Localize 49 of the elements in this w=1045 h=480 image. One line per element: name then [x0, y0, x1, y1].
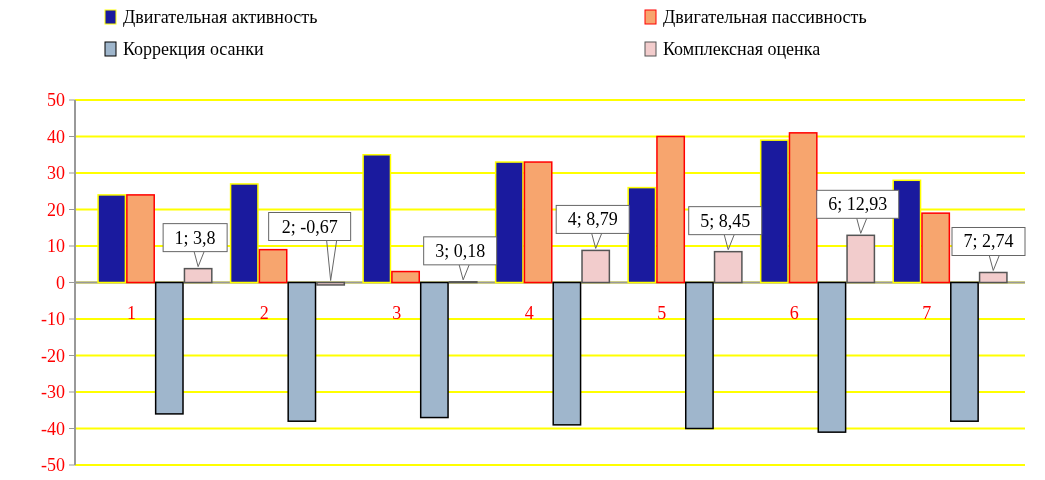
bar [788, 132, 818, 284]
y-tick-label: -20 [41, 345, 65, 366]
data-label: 7; 2,74 [963, 231, 1014, 252]
y-tick-label: -30 [41, 382, 65, 403]
bar [287, 281, 317, 422]
bar [656, 135, 686, 284]
x-tick-label: 4 [524, 302, 534, 323]
x-tick-label: 2 [259, 302, 269, 323]
y-tick-label: -10 [41, 309, 65, 330]
data-label: 2; -0,67 [281, 216, 338, 237]
bar [846, 234, 876, 284]
bar [684, 281, 714, 430]
bar [921, 212, 951, 284]
data-label: 6; 12,93 [828, 194, 888, 215]
bar [258, 248, 288, 284]
bar [316, 281, 346, 286]
bar [978, 271, 1008, 284]
y-tick-label: 30 [47, 163, 65, 184]
bar [183, 267, 213, 284]
y-tick-label: 0 [56, 272, 65, 293]
bar [817, 281, 847, 433]
legend-label: Двигательная активность [123, 7, 318, 27]
bar [581, 249, 611, 284]
bar [523, 161, 553, 284]
y-tick-label: -50 [41, 455, 65, 476]
x-tick-label: 1 [127, 302, 137, 323]
bar [419, 281, 449, 419]
y-tick-label: 40 [47, 126, 65, 147]
x-tick-label: 6 [789, 302, 799, 323]
x-tick-label: 3 [392, 302, 402, 323]
y-tick-label: 50 [47, 90, 65, 111]
data-label: 5; 8,45 [700, 210, 751, 231]
data-label: 3; 0,18 [435, 240, 486, 261]
data-label: 4; 8,79 [567, 209, 618, 230]
data-label: 1; 3,8 [174, 227, 216, 248]
bar [126, 194, 155, 284]
y-tick-label: 10 [47, 236, 65, 257]
y-tick-label: -40 [41, 418, 65, 439]
bar [391, 270, 421, 284]
bar [950, 281, 979, 422]
x-tick-label: 5 [657, 302, 667, 323]
legend-label: Коррекция осанки [123, 39, 264, 59]
y-tick-label: 20 [47, 199, 65, 220]
x-tick-label: 7 [922, 302, 932, 323]
bar [552, 281, 582, 426]
bar [154, 281, 184, 415]
bar [713, 250, 743, 284]
legend-label: Двигательная пассивность [663, 7, 867, 27]
legend-label: Комплексная оценка [663, 39, 821, 59]
